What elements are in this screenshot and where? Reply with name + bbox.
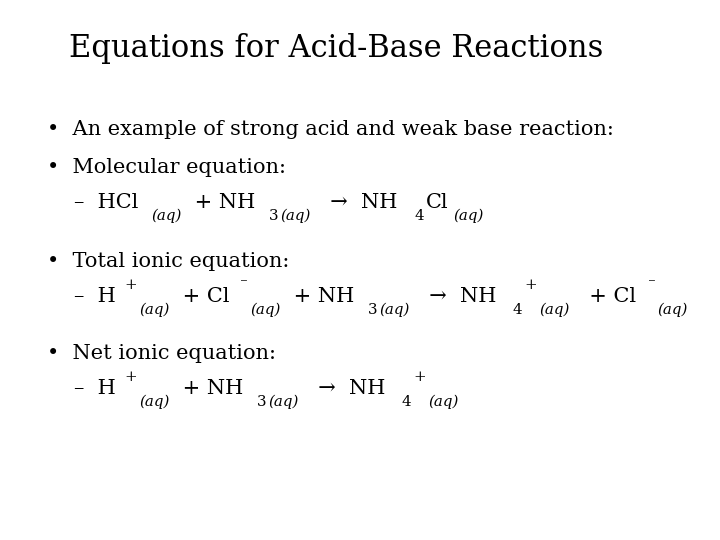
Text: (aq): (aq) xyxy=(281,208,311,223)
Text: 4: 4 xyxy=(402,395,412,409)
Text: •  Molecular equation:: • Molecular equation: xyxy=(47,158,286,177)
Text: •  An example of strong acid and weak base reaction:: • An example of strong acid and weak bas… xyxy=(47,120,614,139)
Text: →  NH: → NH xyxy=(305,379,385,398)
Text: (aq): (aq) xyxy=(250,303,280,318)
Text: •  Net ionic equation:: • Net ionic equation: xyxy=(47,344,276,363)
Text: (aq): (aq) xyxy=(429,395,459,409)
Text: →  NH: → NH xyxy=(415,287,496,306)
Text: + NH: + NH xyxy=(188,193,256,212)
Text: →  NH: → NH xyxy=(318,193,397,212)
Text: + NH: + NH xyxy=(176,379,243,398)
Text: (aq): (aq) xyxy=(379,303,410,318)
Text: + NH: + NH xyxy=(287,287,354,306)
Text: •  Total ionic equation:: • Total ionic equation: xyxy=(47,252,289,272)
Text: 3: 3 xyxy=(367,303,377,318)
Text: (aq): (aq) xyxy=(140,303,170,318)
Text: + Cl: + Cl xyxy=(176,287,230,306)
Text: +: + xyxy=(125,278,137,292)
Text: (aq): (aq) xyxy=(539,303,570,318)
Text: +: + xyxy=(413,370,426,384)
Text: –  HCl: – HCl xyxy=(74,193,138,212)
Text: (aq): (aq) xyxy=(151,208,182,223)
Text: –  H: – H xyxy=(74,287,116,306)
Text: ⁻: ⁻ xyxy=(240,278,248,292)
Text: 3: 3 xyxy=(257,395,266,409)
Text: (aq): (aq) xyxy=(453,208,483,223)
Text: Equations for Acid-Base Reactions: Equations for Acid-Base Reactions xyxy=(69,33,603,64)
Text: ⁻: ⁻ xyxy=(648,278,656,292)
Text: + Cl: + Cl xyxy=(576,287,636,306)
Text: (aq): (aq) xyxy=(269,395,299,409)
Text: 3: 3 xyxy=(269,209,279,223)
Text: +: + xyxy=(125,370,137,384)
Text: (aq): (aq) xyxy=(658,303,688,318)
Text: 4: 4 xyxy=(513,303,522,318)
Text: –  H: – H xyxy=(74,379,116,398)
Text: (aq): (aq) xyxy=(140,395,170,409)
Text: +: + xyxy=(524,278,536,292)
Text: 4: 4 xyxy=(414,209,423,223)
Text: Cl: Cl xyxy=(426,193,449,212)
